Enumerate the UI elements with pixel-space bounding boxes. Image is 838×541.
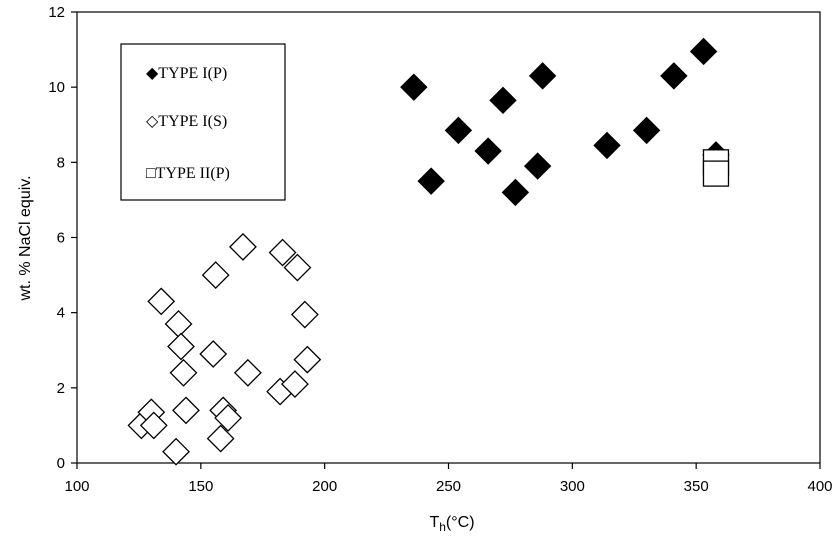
type-1s-point bbox=[268, 238, 297, 267]
legend-entry-type-2p: □TYPE II(P) bbox=[146, 165, 230, 182]
y-tick-label: 8 bbox=[57, 154, 65, 171]
x-tick-label: 300 bbox=[560, 478, 585, 495]
type-1p-point bbox=[689, 37, 718, 66]
type-1p-point bbox=[474, 137, 502, 165]
type-1s-point bbox=[293, 345, 322, 374]
legend-entry-type-1s: ◇TYPE I(S) bbox=[146, 113, 227, 130]
x-axis-label: Th(°C) bbox=[429, 514, 474, 534]
y-tick-label: 2 bbox=[57, 380, 65, 397]
type-1s-point bbox=[233, 358, 262, 387]
type-1s-point bbox=[169, 358, 198, 387]
y-tick-label: 4 bbox=[57, 305, 65, 322]
x-tick-label: 150 bbox=[188, 478, 213, 495]
type-1s-point bbox=[162, 437, 190, 466]
x-tick-label: 250 bbox=[436, 478, 461, 495]
type-1p-point bbox=[400, 73, 428, 101]
y-axis: 0 2 4 6 8 10 12 bbox=[48, 4, 77, 472]
x-tick-label: 200 bbox=[312, 478, 337, 495]
x-axis-label-subscript: h bbox=[439, 520, 446, 534]
x-tick-label: 350 bbox=[684, 478, 709, 495]
x-tick-label: 400 bbox=[807, 478, 832, 495]
type-1p-point bbox=[593, 131, 621, 160]
legend-entry-type-1p: ◆TYPE I(P) bbox=[146, 65, 227, 82]
type-2p-point bbox=[702, 160, 730, 187]
type-1p-point bbox=[489, 86, 517, 115]
x-axis-label-unit: (°C) bbox=[446, 514, 475, 531]
x-axis-label-main: T bbox=[429, 514, 439, 531]
type-1p-point bbox=[501, 178, 530, 207]
y-tick-label: 12 bbox=[48, 4, 65, 21]
type-1p-point bbox=[523, 152, 552, 180]
type-1s-point bbox=[167, 332, 195, 361]
type-1s-point bbox=[290, 300, 319, 329]
type-1s-point bbox=[206, 424, 235, 453]
type-1s-point bbox=[147, 287, 176, 316]
type-1s-point bbox=[214, 403, 242, 432]
y-axis-label: wt. % NaCl equiv. bbox=[17, 175, 34, 301]
type-1s-point bbox=[139, 411, 168, 440]
type-1s-point bbox=[199, 340, 228, 368]
type-1p-point bbox=[444, 116, 473, 145]
type-1p-point bbox=[660, 62, 688, 90]
y-tick-label: 10 bbox=[48, 79, 65, 96]
y-tick-label: 6 bbox=[57, 230, 65, 247]
type-1s-point bbox=[283, 253, 312, 282]
y-tick-label: 0 bbox=[57, 455, 65, 472]
type-1p-point bbox=[528, 62, 557, 90]
legend-box bbox=[120, 43, 286, 201]
type-1s-point bbox=[229, 232, 257, 261]
data-points bbox=[127, 37, 730, 466]
type-1p-point bbox=[417, 167, 445, 195]
type-1p-point bbox=[632, 116, 661, 145]
type-1s-point bbox=[201, 261, 230, 290]
type-1s-point bbox=[172, 396, 200, 425]
legend: ◆TYPE I(P) ◇TYPE I(S) □TYPE II(P) bbox=[120, 43, 286, 201]
x-axis: 100 150 200 250 300 350 400 bbox=[64, 463, 833, 495]
x-tick-label: 100 bbox=[64, 478, 89, 495]
type-1s-point bbox=[281, 370, 309, 398]
